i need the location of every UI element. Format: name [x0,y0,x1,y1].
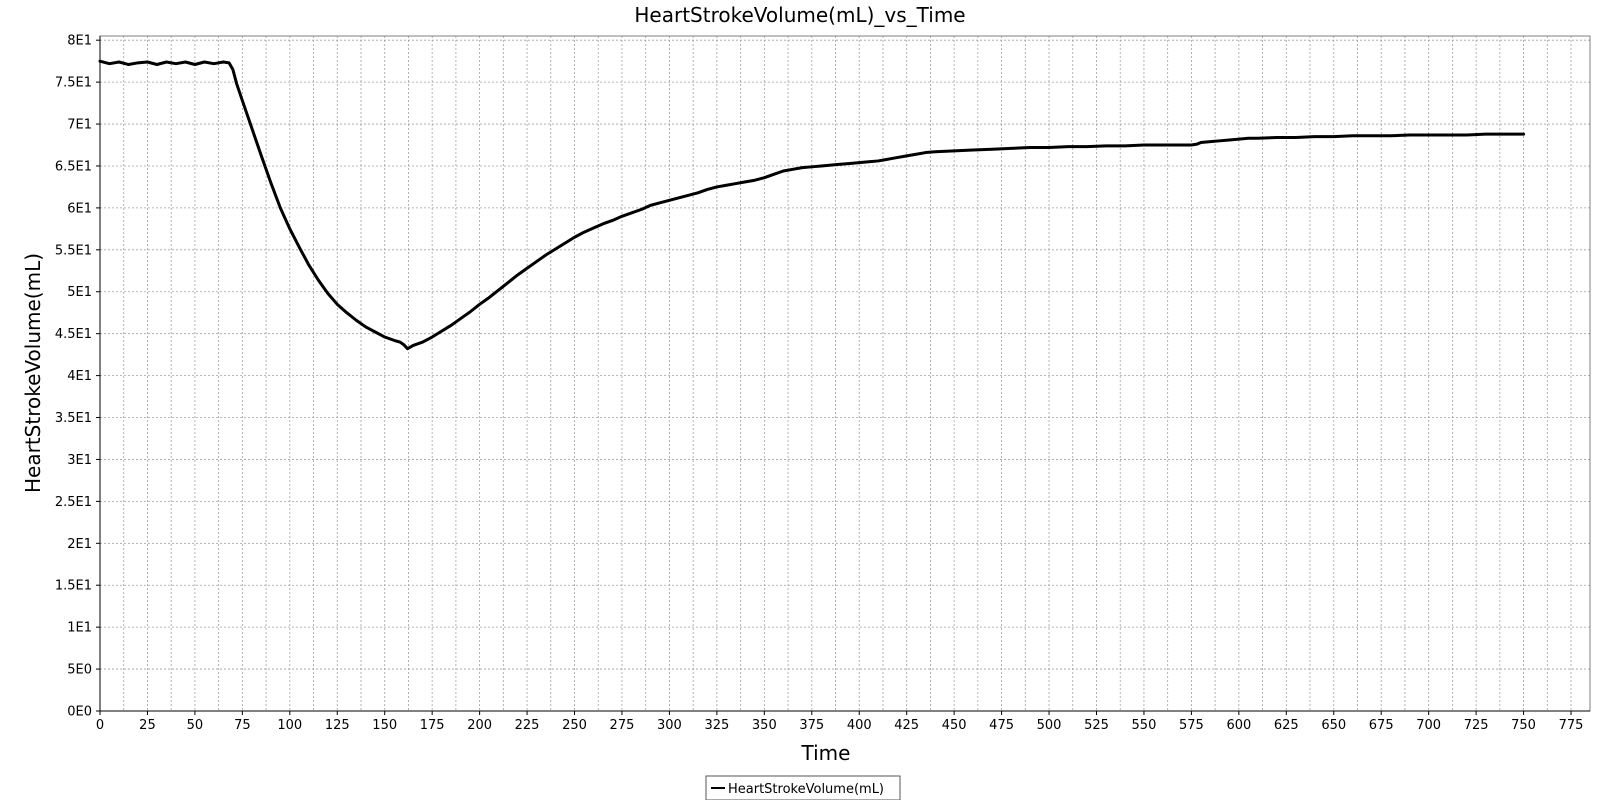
x-tick-label: 600 [1226,718,1251,733]
y-tick-label: 5E0 [67,663,92,678]
x-tick-label: 225 [515,718,540,733]
x-tick-label: 700 [1416,718,1441,733]
y-tick-label: 4E1 [67,369,92,384]
y-tick-label: 7.5E1 [55,76,92,91]
y-axis-ticks: 0E0 5E0 1E1 1.5E1 2E1 2.5E1 3E1 3.5E1 4E1 4.5E1 5E… [55,34,100,720]
y-tick-label: 1E1 [67,621,92,636]
y-tick-label: 3.5E1 [55,411,92,426]
y-tick-label: 2.5E1 [55,495,92,510]
x-tick-label: 675 [1369,718,1394,733]
x-axis-title: Time [801,741,851,765]
x-tick-label: 625 [1274,718,1299,733]
legend-label-heartstrokevolume: HeartStrokeVolume(mL) [728,782,884,797]
x-tick-label: 775 [1559,718,1584,733]
x-tick-label: 650 [1321,718,1346,733]
series-line-heartstrokevolume [98,59,1526,351]
x-tick-label: 125 [325,718,350,733]
x-tick-label: 350 [752,718,777,733]
legend: HeartStrokeVolume(mL) [705,775,901,800]
x-tick-label: 300 [657,718,682,733]
x-tick-label: 325 [704,718,729,733]
x-tick-label: 100 [277,718,302,733]
x-tick-label: 175 [420,718,445,733]
x-tick-label: 375 [799,718,824,733]
y-tick-label: 3E1 [67,453,92,468]
x-tick-label: 575 [1179,718,1204,733]
legend-box [705,775,901,800]
x-tick-label: 200 [467,718,492,733]
series-layer [98,59,1526,351]
grid [99,36,1590,712]
x-tick-label: 425 [894,718,919,733]
y-tick-label: 8E1 [67,34,92,49]
y-tick-label: 7E1 [67,118,92,133]
x-tick-label: 475 [989,718,1014,733]
x-axis-ticks: 0 25 50 75 100 125 150 175 200 225 250 275 300 325 350… [96,711,1584,733]
y-tick-label: 5.5E1 [55,243,92,258]
x-tick-label: 50 [187,718,204,733]
chart-title: HeartStrokeVolume(mL)_vs_Time [634,3,965,27]
x-tick-label: 400 [847,718,872,733]
x-tick-label: 275 [610,718,635,733]
y-tick-label: 1.5E1 [55,579,92,594]
x-tick-label: 525 [1084,718,1109,733]
y-tick-label: 5E1 [67,285,92,300]
y-tick-label: 0E0 [67,705,92,720]
x-tick-label: 550 [1132,718,1157,733]
y-axis-title: HeartStrokeVolume(mL) [21,253,45,493]
x-tick-label: 725 [1464,718,1489,733]
y-tick-label: 6E1 [67,201,92,216]
x-tick-label: 750 [1511,718,1536,733]
y-tick-label: 2E1 [67,537,92,552]
x-tick-label: 0 [96,718,104,733]
x-tick-label: 150 [372,718,397,733]
x-tick-label: 250 [562,718,587,733]
x-tick-label: 75 [234,718,251,733]
x-tick-label: 450 [942,718,967,733]
x-tick-label: 500 [1037,718,1062,733]
x-tick-label: 25 [139,718,156,733]
y-tick-label: 4.5E1 [55,327,92,342]
y-tick-label: 6.5E1 [55,159,92,174]
